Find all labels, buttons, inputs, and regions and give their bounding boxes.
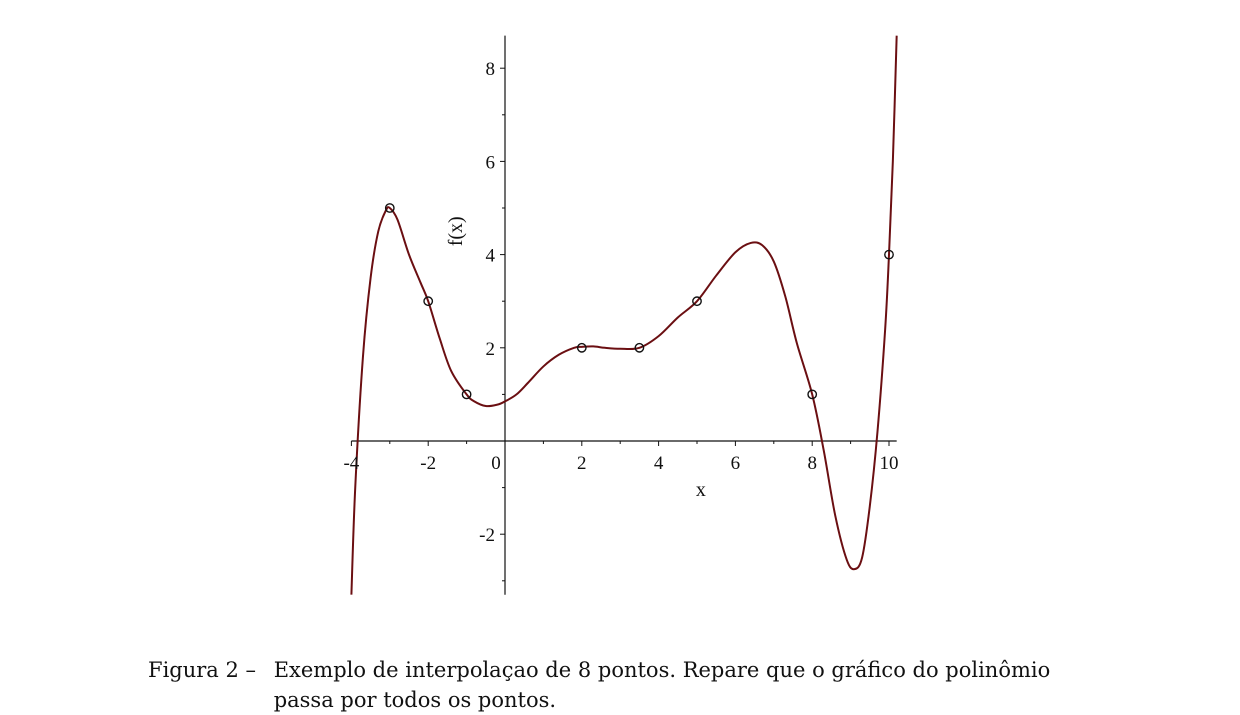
- chart-ticks: [350, 67, 890, 582]
- x-tick-label: 0: [491, 453, 501, 474]
- data-point: [634, 342, 645, 353]
- data-point: [423, 296, 434, 307]
- data-point: [807, 389, 818, 400]
- y-axis-label: f(x): [445, 216, 467, 246]
- caption-body: Exemplo de interpolaçao de 8 pontos. Rep…: [273, 658, 1051, 712]
- data-point: [384, 203, 395, 213]
- chart-axes: [351, 35, 897, 595]
- polynomial-curve: [350, 35, 898, 595]
- data-point: [576, 342, 587, 353]
- y-tick-label: 2: [486, 339, 496, 360]
- y-tick-label: 6: [486, 152, 496, 173]
- x-tick-label: 10: [880, 453, 899, 474]
- data-point: [692, 296, 702, 307]
- curve-layer: [350, 35, 898, 595]
- data-point: [884, 249, 894, 260]
- caption-lead: Figura 2 –: [148, 658, 257, 682]
- x-tick-label: 8: [807, 453, 817, 474]
- y-tick-label: 4: [486, 246, 496, 267]
- x-tick-label: 4: [654, 453, 664, 474]
- x-tick-label: -2: [420, 453, 436, 474]
- interpolation-chart: -4 -2 0 2 4 6 8 10 -2 2 4 6 8 x f(x): [343, 35, 899, 595]
- x-tick-label: 6: [731, 453, 741, 474]
- x-tick-label: -4: [343, 453, 359, 474]
- data-point: [461, 389, 472, 400]
- label-layer: -4 -2 0 2 4 6 8 10 -2 2 4 6 8 x f(x): [343, 59, 898, 546]
- x-axis-label: x: [696, 479, 706, 501]
- x-tick-label: 2: [577, 453, 587, 474]
- y-tick-label: 8: [486, 59, 496, 80]
- point-layer: [384, 203, 894, 400]
- figure-caption: Figura 2 – Exemplo de interpolaçao de 8 …: [148, 655, 1108, 715]
- y-tick-label: -2: [479, 525, 495, 546]
